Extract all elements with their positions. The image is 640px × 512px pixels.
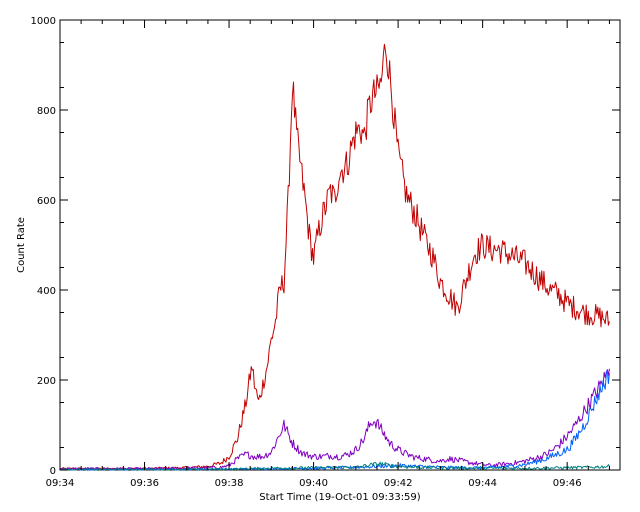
plot-frame: [59, 19, 621, 471]
y-tick-label: 200: [37, 376, 56, 387]
y-tick-label: 0: [50, 466, 56, 477]
series-line-1: [59, 368, 610, 471]
y-tick-label: 1000: [31, 16, 56, 27]
x-tick-label: 09:38: [215, 478, 244, 489]
y-tick-label: 600: [37, 196, 56, 207]
series-line-0: [59, 43, 610, 471]
x-tick-label: 09:44: [468, 478, 497, 489]
x-tick-label: 09:40: [299, 478, 328, 489]
x-tick-label: 09:42: [384, 478, 413, 489]
x-tick-label: 09:36: [130, 478, 159, 489]
x-tick-label: 09:46: [553, 478, 582, 489]
x-tick-label: 09:34: [46, 478, 75, 489]
series-layer: [59, 43, 610, 471]
x-axis-title: Start Time (19-Oct-01 09:33:59): [259, 492, 420, 503]
y-axis-title: Count Rate: [16, 217, 27, 273]
series-line-2: [60, 369, 610, 471]
y-tick-label: 800: [37, 106, 56, 117]
tick-layer: 09:34 09:36 09:38 09:40 09:42 09:44 09:46 0 200 4…: [31, 16, 620, 489]
y-tick-label: 400: [37, 286, 56, 297]
